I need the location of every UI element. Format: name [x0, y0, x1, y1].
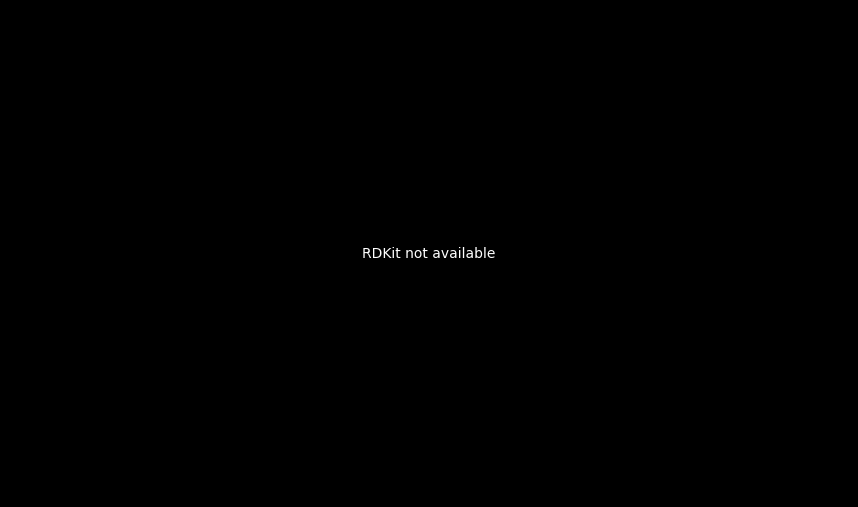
- Text: RDKit not available: RDKit not available: [362, 246, 496, 261]
